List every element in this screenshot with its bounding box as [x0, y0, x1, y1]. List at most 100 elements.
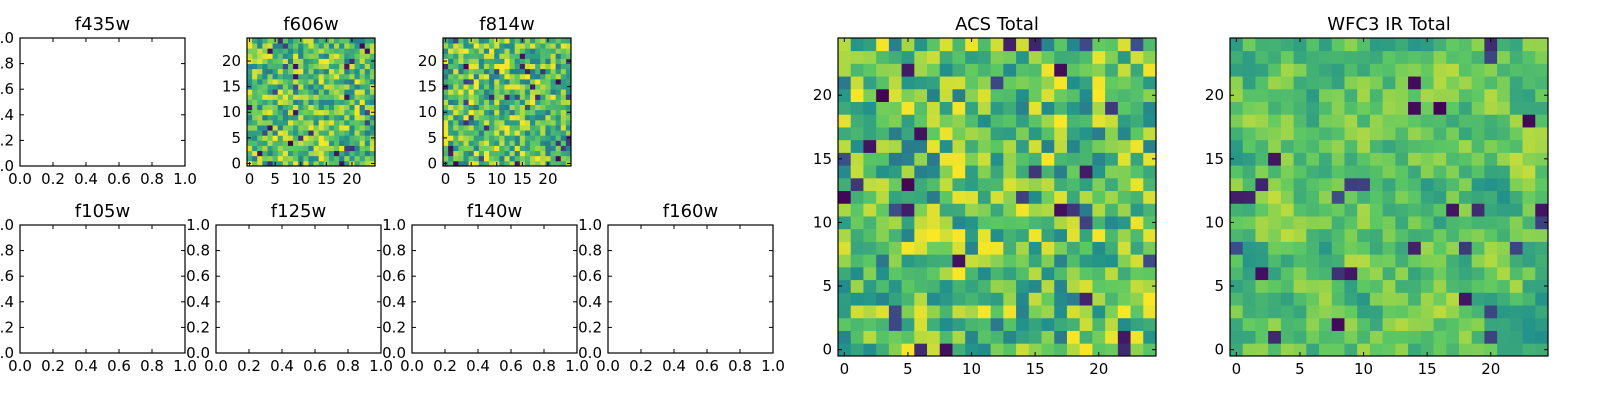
- heatmap-cell: [1041, 88, 1055, 102]
- heatmap-cell: [448, 73, 454, 80]
- heatmap-cell: [344, 150, 350, 157]
- heatmap-cell: [952, 279, 966, 293]
- heatmap-cell: [838, 139, 852, 153]
- heatmap-cell: [1280, 152, 1294, 166]
- heatmap-cell: [939, 101, 953, 115]
- heatmap-cell: [519, 130, 526, 136]
- heatmap-cell: [318, 43, 325, 49]
- heatmap-cell: [927, 114, 941, 128]
- heatmap-cell: [1028, 203, 1042, 217]
- heatmap-cell: [257, 84, 263, 90]
- heatmap-cell: [1420, 330, 1434, 344]
- heatmap-cell: [550, 53, 557, 59]
- heatmap-cell: [287, 155, 294, 162]
- heatmap-cell: [876, 254, 890, 268]
- heatmap-cell: [1268, 165, 1282, 179]
- y-tick-label: 0.4: [0, 293, 14, 311]
- heatmap-cell: [298, 63, 304, 70]
- heatmap-cell: [1446, 152, 1460, 166]
- heatmap-cell: [344, 125, 350, 131]
- heatmap-cell: [1079, 343, 1093, 357]
- heatmap-cell: [364, 84, 371, 90]
- heatmap-cell: [328, 43, 335, 49]
- heatmap-cell: [287, 73, 294, 80]
- heatmap-cell: [901, 254, 915, 268]
- heatmap-cell: [1117, 88, 1131, 102]
- heatmap-cell: [1382, 279, 1396, 293]
- heatmap-cell: [1433, 177, 1447, 192]
- heatmap-cell: [334, 125, 340, 131]
- heatmap-cell: [1293, 279, 1307, 293]
- heatmap-cell: [1016, 330, 1030, 344]
- heatmap-cell: [1268, 305, 1282, 319]
- heatmap-cell: [838, 50, 852, 64]
- heatmap-cell: [252, 53, 258, 59]
- heatmap-cell: [965, 203, 979, 217]
- heatmap-cell: [334, 53, 340, 59]
- heatmap-cell: [863, 139, 877, 153]
- heatmap-cell: [927, 317, 941, 331]
- heatmap-cell: [1446, 305, 1460, 319]
- heatmap-cell: [1092, 50, 1106, 64]
- heatmap-cell: [1242, 190, 1256, 204]
- heatmap-cell: [1255, 88, 1269, 102]
- heatmap-cell: [478, 135, 485, 141]
- heatmap-cell: [1306, 203, 1320, 217]
- heatmap-cell: [509, 78, 516, 85]
- heatmap-cell: [364, 125, 371, 131]
- heatmap-cell: [555, 73, 562, 80]
- heatmap-cell: [499, 48, 505, 54]
- heatmap-cell: [1458, 343, 1473, 357]
- heatmap-cell: [555, 84, 562, 90]
- heatmap-cell: [1117, 50, 1131, 64]
- heatmap-cell: [545, 63, 551, 70]
- heatmap-cell: [1395, 216, 1409, 230]
- heatmap-cell: [282, 58, 289, 64]
- heatmap-cell: [1331, 254, 1345, 268]
- heatmap-cell: [1357, 38, 1371, 52]
- heatmap-cell: [1357, 292, 1371, 306]
- heatmap-cell: [863, 330, 877, 344]
- heatmap-cell: [1293, 165, 1307, 179]
- heatmap-cell: [1509, 317, 1523, 331]
- heatmap-cell: [1535, 50, 1549, 64]
- heatmap-cell: [1471, 203, 1485, 217]
- heatmap-cell: [349, 48, 355, 54]
- heatmap-cell: [1054, 63, 1068, 77]
- heatmap-cell: [1369, 127, 1384, 141]
- heatmap-cell: [494, 53, 500, 59]
- heatmap-cell: [277, 125, 284, 131]
- heatmap-cell: [927, 165, 941, 179]
- heatmap-cell: [458, 114, 464, 121]
- heatmap-cell: [293, 99, 299, 105]
- heatmap-cell: [545, 150, 551, 157]
- heatmap-cell: [1497, 279, 1511, 293]
- heatmap-cell: [1230, 228, 1244, 242]
- heatmap-cell: [550, 125, 557, 131]
- heatmap-cell: [323, 125, 330, 131]
- heatmap-cell: [1471, 63, 1485, 77]
- heatmap-cell: [328, 99, 335, 105]
- heatmap-cell: [267, 125, 273, 131]
- heatmap-cell: [468, 58, 475, 64]
- heatmap-cell: [1319, 114, 1333, 128]
- heatmap-cell: [1066, 38, 1081, 52]
- heatmap-cell: [1395, 279, 1409, 293]
- heatmap-cell: [334, 43, 340, 49]
- heatmap-cell: [489, 160, 495, 167]
- heatmap-cell: [328, 84, 335, 90]
- heatmap-cell: [293, 130, 299, 136]
- heatmap-cell: [977, 101, 992, 115]
- heatmap-cell: [1028, 139, 1042, 153]
- heatmap-cell: [1041, 190, 1055, 204]
- heatmap-cell: [888, 292, 902, 306]
- heatmap-cell: [901, 292, 915, 306]
- heatmap-cell: [1293, 50, 1307, 64]
- heatmap-cell: [303, 78, 309, 85]
- heatmap-cell: [453, 38, 459, 44]
- heatmap-cell: [303, 114, 309, 121]
- heatmap-cell: [277, 114, 284, 121]
- heatmap-cell: [1497, 292, 1511, 306]
- heatmap-cell: [1003, 88, 1017, 102]
- heatmap-cell: [478, 109, 485, 116]
